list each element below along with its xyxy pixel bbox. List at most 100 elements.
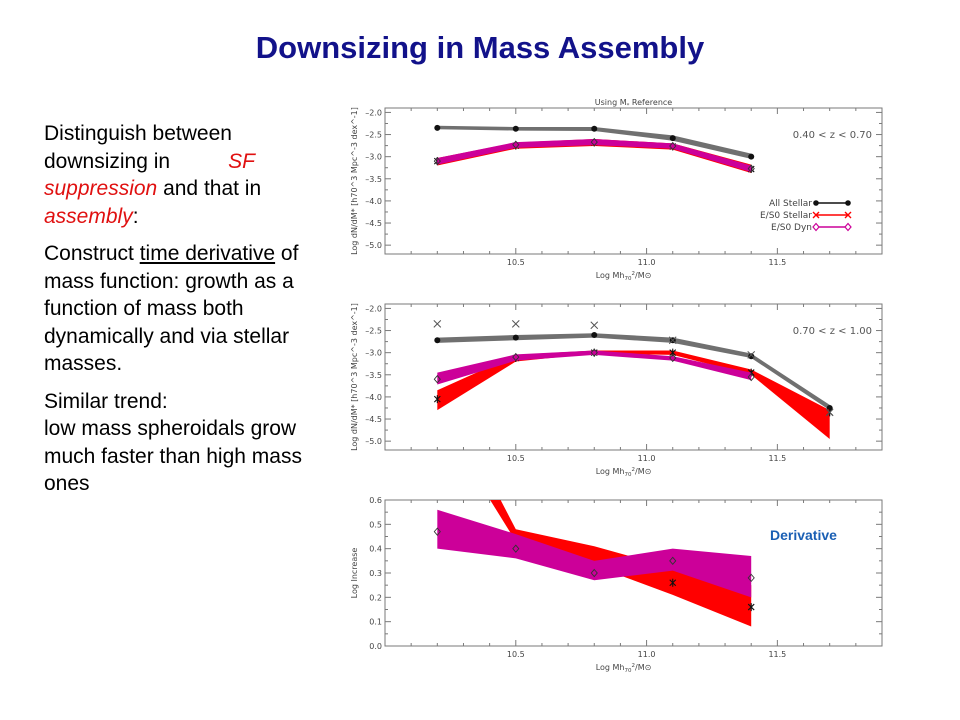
plot-2-marker-all-stellar [512, 334, 519, 341]
plot-2-y-tick-label: –3.0 [365, 349, 382, 358]
plot-3-y-tick-label: 0.6 [369, 496, 382, 505]
plot-2-y-tick-label: –3.5 [365, 371, 382, 380]
plot-1-y-tick-label: –2.5 [365, 131, 382, 140]
derivative-label: Derivative [770, 527, 837, 543]
paragraph-similar: Similar trend: low mass spheroidals grow… [44, 388, 309, 498]
plot-1-y-tick-label: –3.5 [365, 175, 382, 184]
plot-3-series-group [433, 500, 755, 627]
plot-3-band-e-s0-dyn [437, 509, 752, 598]
plot-1-x-tick-label: 11.0 [638, 258, 656, 267]
plot-1-marker-e-s0-dyn [590, 137, 598, 147]
plot-2-extra-marker [668, 336, 677, 345]
plot-2-y-tick-label: –4.5 [365, 415, 382, 424]
plot-2-x-axis-label: Log Mh702/M⊙ [596, 467, 652, 478]
plot-1-series-group [433, 124, 755, 174]
plot-2-extra-marker [590, 321, 599, 330]
paragraph-construct: Construct time derivative of mass functi… [44, 240, 309, 378]
plot-2-marker-e-s0-dyn [590, 348, 598, 357]
plot-1-y-tick-label: –4.0 [365, 197, 382, 206]
plot-1-frame [384, 107, 883, 255]
plot-1-legend-marker [813, 200, 819, 206]
plot-2-marker-all-stellar [748, 353, 755, 360]
plot-3-x-axis-label: Log Mh702/M⊙ [596, 663, 652, 674]
plot-1-redshift-annotation: 0.40 < z < 0.70 [793, 130, 872, 141]
plot-2-marker-e-s0-stellar [669, 348, 677, 357]
plot-3-x-tick-label: 11.0 [638, 650, 656, 659]
plot-3-marker-e-s0-stellar [747, 603, 755, 612]
p1-colon: : [132, 204, 139, 228]
p1-sf-suppression: SF suppression [44, 149, 255, 201]
plot-2-y-tick-label: –2.5 [365, 327, 382, 336]
plot-2-x-tick-label: 10.5 [507, 454, 525, 463]
plot-2-series-group [433, 320, 834, 439]
plot-3-marker-e-s0-dyn [512, 544, 520, 553]
p1-text-2: and that in [157, 177, 262, 200]
plot-2-marker-e-s0-dyn [747, 372, 755, 382]
plot-1-y-tick-label: –5.0 [365, 241, 382, 250]
plot-2-y-tick-label: –4.0 [365, 393, 382, 402]
plot-2-x-tick-label: 11.5 [768, 454, 786, 463]
plot-2-extra-marker [511, 320, 520, 328]
plot-2-extra-marker [433, 320, 442, 328]
plot-1-legend-marker [844, 211, 852, 219]
plot-1-band-all-stellar [437, 125, 752, 159]
plot-3-y-tick-label: 0.2 [369, 593, 382, 602]
plot-2-marker-all-stellar [434, 337, 441, 344]
plot-3-y-tick-label: 0.3 [369, 569, 382, 578]
plot-2-x-tick-label: 11.0 [638, 454, 656, 463]
plot-2-extra-marker [747, 351, 756, 359]
text-column: Distinguish between downsizing in SF supp… [44, 120, 309, 508]
plot-1-y-tick-label: –3.0 [365, 153, 382, 162]
plot-1-y-tick-label: –4.5 [365, 219, 382, 228]
plot-2-y-tick-label: –2.0 [365, 304, 382, 313]
plot-3-y-axis-label: Log Increase [350, 548, 359, 599]
plot-1-marker-all-stellar [434, 124, 441, 131]
plot-3-marker-e-s0-dyn [433, 527, 441, 536]
plot-1-marker-e-s0-dyn [512, 140, 520, 149]
p3-text: low mass spheroidals grow much faster th… [44, 417, 302, 495]
plot-3-marker-e-s0-dyn [590, 568, 598, 578]
paragraph-distinguish: Distinguish between downsizing in SF supp… [44, 120, 309, 230]
plot-2-y-tick-label: –5.0 [365, 437, 382, 446]
plot-2-band-all-stellar [437, 333, 830, 411]
plot-1-y-axis-label: Log dN/dM* [h70^3 Mpc^-3 dex^-1] [350, 107, 359, 255]
plot-1-marker-e-s0-dyn [433, 156, 441, 166]
plot-1-legend-label: E/S0 Dyn [771, 223, 812, 233]
plot-1-marker-all-stellar [512, 125, 519, 132]
plot-3-marker-e-s0-dyn [669, 556, 677, 566]
plot-2-extra-marker [825, 408, 834, 417]
plot-1-marker-all-stellar [669, 135, 676, 142]
plot-1-title: Using M* Reference [595, 98, 673, 109]
plot-1-x-axis-label: Log Mh702/M⊙ [596, 271, 652, 282]
plot-3-x-tick-label: 10.5 [507, 650, 525, 659]
plot-1-marker-e-s0-dyn [747, 164, 755, 173]
plot-1-y-tick-label: –2.0 [365, 108, 382, 117]
plot-2-marker-e-s0-stellar [433, 395, 441, 404]
plot-2-frame [384, 303, 883, 451]
p1-text: Distinguish between downsizing in [44, 122, 232, 173]
slide-title: Downsizing in Mass Assembly [255, 30, 705, 65]
plot-1-legend-marker [812, 211, 820, 219]
p2-time-derivative: time derivative [139, 242, 276, 265]
plot-3-y-tick-label: 0.0 [369, 642, 382, 651]
plot-1-legend-label: E/S0 Stellar [760, 211, 812, 221]
p2-text: Construct [44, 242, 140, 265]
plot-2-band-e-s0-dyn [437, 350, 752, 385]
plot-1-marker-all-stellar [748, 153, 755, 160]
plot-1-marker-e-s0-dyn [669, 141, 677, 151]
plot-1-legend-label: All Stellar [769, 199, 812, 209]
plot-2-marker-e-s0-dyn [669, 353, 677, 363]
plot-1-marker-all-stellar [591, 125, 598, 132]
plot-3-y-tick-label: 0.1 [369, 618, 382, 627]
p3-heading: Similar trend: [44, 389, 168, 413]
plot-2-y-axis-label: Log dN/dM* [h70^3 Mpc^-3 dex^-1] [350, 303, 359, 451]
plot-2-redshift-annotation: 0.70 < z < 1.00 [793, 326, 872, 337]
plot-3-x-tick-label: 11.5 [768, 650, 786, 659]
p2-text-2: of mass function: growth as a function o… [44, 242, 299, 375]
plot-3-y-tick-label: 0.4 [369, 545, 382, 554]
plot-1-x-tick-label: 10.5 [507, 258, 525, 267]
p1-assembly: assembly [44, 204, 133, 228]
plot-3-y-tick-label: 0.5 [369, 520, 382, 529]
plot-1-legend-marker [844, 222, 852, 232]
